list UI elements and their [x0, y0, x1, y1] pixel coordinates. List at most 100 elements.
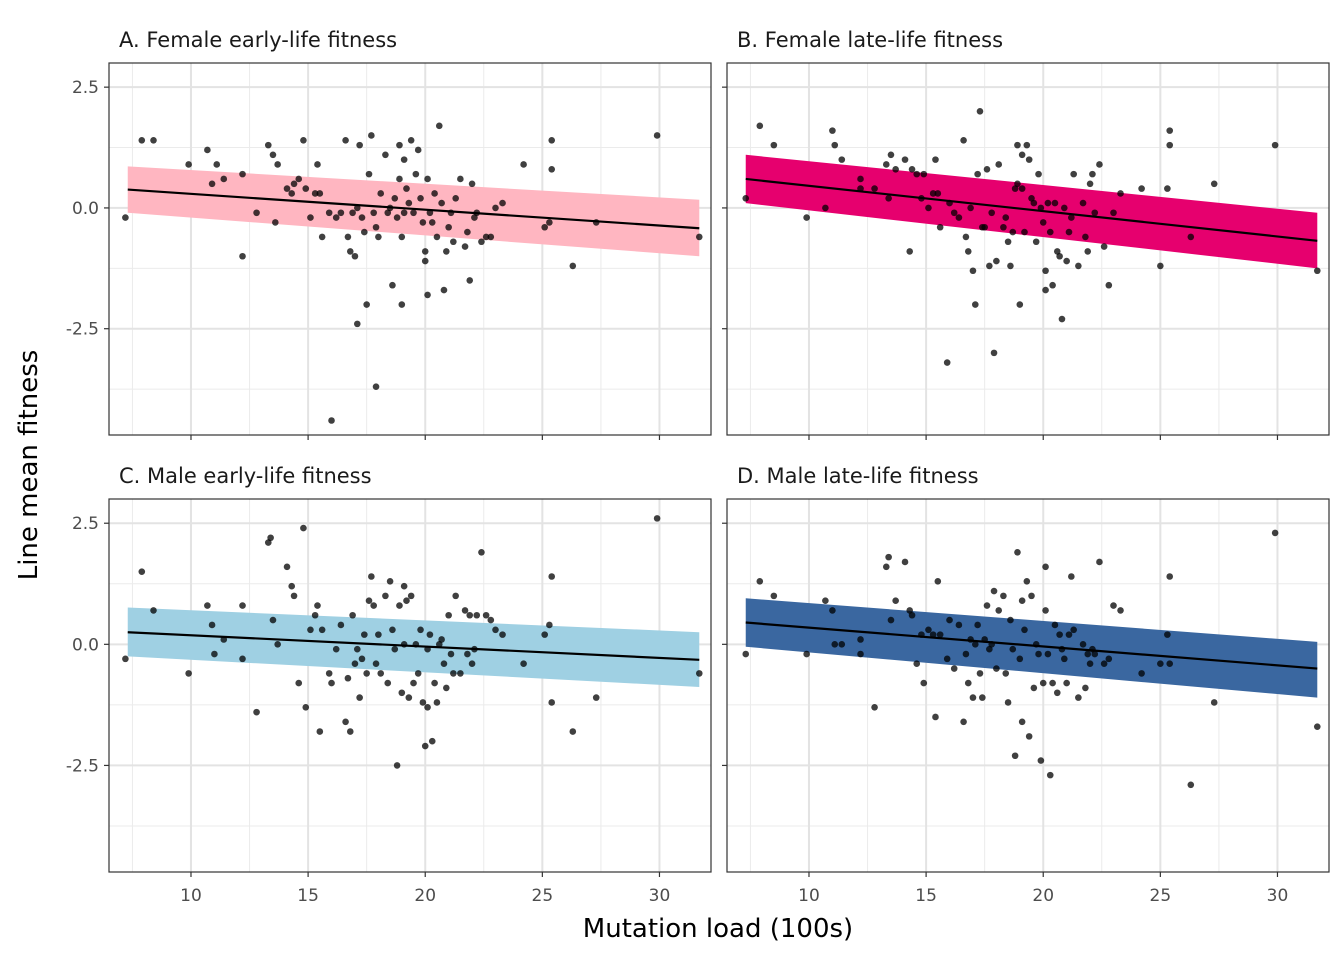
data-point: [906, 248, 914, 255]
data-point: [742, 650, 750, 658]
x-tick-label: 25: [532, 886, 554, 906]
data-point: [1079, 199, 1087, 207]
panel-b: B. Female late-life fitness: [722, 28, 1330, 440]
data-point: [314, 161, 321, 168]
data-point: [424, 175, 431, 183]
data-point: [1117, 190, 1124, 197]
data-point: [962, 233, 970, 241]
data-point: [974, 170, 981, 178]
data-point: [1086, 660, 1094, 668]
data-point: [391, 194, 399, 202]
data-point: [887, 151, 895, 159]
x-tick-label: 20: [1032, 886, 1054, 906]
data-point: [361, 228, 368, 236]
data-point: [419, 219, 427, 226]
data-point: [433, 233, 441, 241]
data-point: [417, 626, 424, 634]
data-point: [428, 737, 436, 745]
data-point: [857, 636, 864, 643]
data-point: [831, 641, 839, 648]
panel-title: D. Male late-life fitness: [737, 464, 979, 488]
data-point: [1049, 679, 1056, 687]
data-point: [283, 185, 291, 192]
data-point: [307, 214, 314, 221]
data-point: [967, 204, 974, 212]
data-point: [358, 655, 366, 663]
data-point: [1210, 180, 1218, 188]
data-point: [1082, 684, 1089, 692]
data-point: [332, 645, 340, 653]
data-point: [318, 626, 326, 634]
data-point: [971, 301, 979, 308]
data-point: [913, 660, 921, 668]
data-point: [421, 257, 429, 265]
data-point: [1016, 301, 1024, 308]
data-point: [300, 136, 307, 144]
data-point: [342, 136, 349, 144]
data-point: [857, 650, 864, 658]
data-point: [1061, 655, 1068, 663]
data-point: [220, 175, 228, 183]
data-point: [871, 185, 878, 192]
data-point: [398, 301, 406, 308]
data-point: [822, 204, 829, 212]
data-point: [372, 660, 380, 668]
data-point: [375, 631, 382, 638]
data-point: [541, 223, 548, 231]
data-point: [887, 616, 895, 624]
y-tick-label: -2.5: [66, 320, 99, 340]
data-point: [389, 626, 396, 634]
data-point: [955, 214, 963, 221]
data-point: [831, 141, 839, 149]
x-tick-label: 15: [297, 886, 319, 906]
data-point: [929, 190, 937, 197]
data-point: [407, 592, 415, 600]
data-point: [1063, 257, 1070, 265]
data-point: [1084, 650, 1092, 658]
data-point: [986, 262, 993, 270]
data-point: [351, 252, 359, 260]
data-point: [1086, 180, 1094, 188]
data-point: [400, 209, 408, 217]
data-point: [122, 214, 129, 221]
data-point: [253, 708, 260, 716]
data-point: [934, 190, 942, 197]
data-point: [332, 214, 340, 221]
confidence-ribbon: [745, 598, 1318, 698]
data-point: [993, 665, 1000, 672]
data-point: [431, 679, 438, 687]
data-point: [311, 611, 319, 619]
data-point: [353, 645, 361, 653]
data-point: [1009, 645, 1017, 653]
data-point: [829, 607, 836, 614]
data-point: [1110, 209, 1117, 217]
data-point: [447, 650, 455, 658]
data-point: [239, 655, 246, 663]
data-point: [913, 170, 921, 178]
data-point: [274, 161, 281, 168]
data-point: [548, 165, 556, 173]
data-point: [400, 156, 408, 163]
data-point: [520, 161, 527, 168]
data-point: [382, 592, 389, 600]
data-point: [964, 679, 972, 687]
data-point: [288, 190, 296, 197]
data-point: [398, 689, 406, 697]
y-tick-label: 2.5: [72, 514, 99, 534]
data-point: [239, 602, 246, 609]
data-point: [976, 108, 984, 115]
data-point: [370, 602, 377, 609]
data-point: [569, 728, 577, 735]
data-point: [314, 602, 321, 609]
data-point: [424, 703, 431, 711]
data-point: [1002, 670, 1010, 677]
data-point: [365, 597, 373, 605]
data-point: [1157, 262, 1164, 270]
data-point: [1021, 228, 1028, 236]
data-point: [382, 151, 389, 159]
panel-title: A. Female early-life fitness: [119, 28, 397, 52]
data-point: [433, 699, 441, 706]
data-point: [368, 132, 375, 139]
data-point: [208, 621, 216, 629]
data-point: [756, 122, 764, 130]
